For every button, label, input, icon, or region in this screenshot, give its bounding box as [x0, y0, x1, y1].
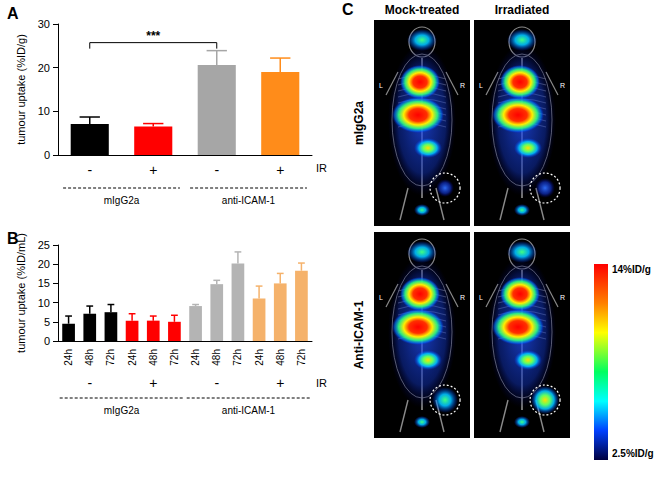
svg-text:0: 0	[44, 149, 50, 161]
svg-text:anti-ICAM-1: anti-ICAM-1	[222, 405, 276, 416]
svg-text:72h: 72h	[296, 349, 307, 366]
svg-text:24h: 24h	[127, 349, 138, 366]
svg-text:2.5%ID/g: 2.5%ID/g	[612, 448, 654, 459]
svg-text:10: 10	[38, 105, 50, 117]
svg-text:Anti-ICAM-1: Anti-ICAM-1	[352, 300, 366, 369]
svg-text:IR: IR	[316, 377, 327, 389]
svg-text:-: -	[87, 162, 92, 178]
svg-text:48h: 48h	[211, 349, 222, 366]
svg-text:5: 5	[44, 316, 50, 328]
svg-text:***: ***	[146, 29, 160, 43]
svg-text:48h: 48h	[148, 349, 159, 366]
svg-text:Irradiated: Irradiated	[495, 3, 550, 17]
svg-text:30: 30	[38, 18, 50, 30]
svg-text:C: C	[342, 1, 354, 18]
svg-text:15: 15	[38, 277, 50, 289]
svg-text:A: A	[7, 5, 19, 22]
svg-text:tumour uptake (%ID/g): tumour uptake (%ID/g)	[15, 34, 27, 145]
svg-text:48h: 48h	[275, 349, 286, 366]
svg-text:20: 20	[38, 62, 50, 74]
svg-text:+: +	[276, 162, 284, 178]
svg-text:L: L	[379, 294, 383, 301]
svg-text:mIgG2a: mIgG2a	[352, 101, 366, 145]
svg-text:-: -	[87, 375, 92, 391]
svg-text:Mock-treated: Mock-treated	[385, 3, 460, 17]
svg-text:20: 20	[38, 258, 50, 270]
svg-text:+: +	[276, 375, 284, 391]
svg-text:L: L	[479, 294, 483, 301]
svg-text:24h: 24h	[254, 349, 265, 366]
svg-text:+: +	[149, 162, 157, 178]
svg-text:mIgG2a: mIgG2a	[104, 405, 140, 416]
svg-text:72h: 72h	[105, 349, 116, 366]
svg-text:14%ID/g: 14%ID/g	[612, 264, 651, 275]
svg-text:L: L	[479, 82, 483, 89]
svg-text:24h: 24h	[190, 349, 201, 366]
svg-text:0: 0	[44, 335, 50, 347]
svg-text:tumour uptake (%ID/mL): tumour uptake (%ID/mL)	[15, 233, 27, 353]
svg-text:-: -	[214, 162, 219, 178]
svg-text:48h: 48h	[84, 349, 95, 366]
svg-text:mIgG2a: mIgG2a	[104, 195, 140, 206]
svg-text:R: R	[460, 82, 465, 89]
svg-text:R: R	[560, 294, 565, 301]
svg-text:10: 10	[38, 297, 50, 309]
svg-text:25: 25	[38, 239, 50, 251]
svg-text:L: L	[379, 82, 383, 89]
svg-text:R: R	[560, 82, 565, 89]
svg-text:+: +	[149, 375, 157, 391]
svg-text:-: -	[214, 375, 219, 391]
svg-text:anti-ICAM-1: anti-ICAM-1	[222, 195, 276, 206]
svg-text:72h: 72h	[232, 349, 243, 366]
svg-text:24h: 24h	[63, 349, 74, 366]
svg-text:72h: 72h	[169, 349, 180, 366]
svg-text:B: B	[7, 230, 19, 247]
svg-text:R: R	[460, 294, 465, 301]
svg-text:IR: IR	[316, 162, 327, 174]
